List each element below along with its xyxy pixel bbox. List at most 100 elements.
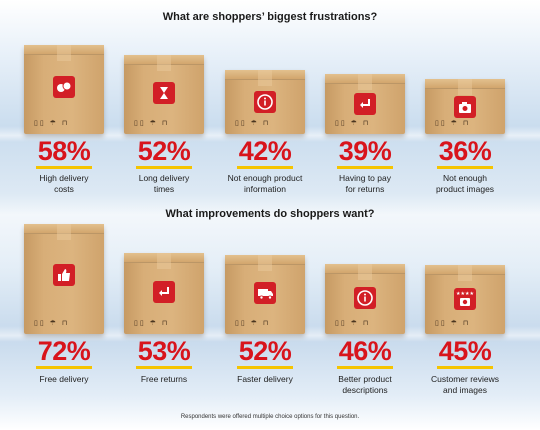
box-bar-5: ▯▯ ☂ ⊓ — [425, 79, 505, 134]
box-tape — [157, 55, 171, 71]
category-label-1: Free delivery — [16, 374, 112, 385]
value-label-1: 58% — [37, 136, 91, 166]
value-label-3: 52% — [238, 336, 292, 366]
category-label-line: information — [243, 184, 287, 194]
box-bar-4: ▯▯ ☂ ⊓ — [325, 74, 405, 134]
handling-marks-icon: ▯▯ ☂ ⊓ — [134, 320, 170, 327]
category-label-line: for returns — [345, 184, 385, 194]
handling-marks-icon: ▯▯ ☂ ⊓ — [34, 320, 70, 327]
category-label-line: Long delivery — [138, 173, 190, 183]
category-label-line: Faster delivery — [237, 374, 293, 384]
box-flap — [225, 255, 305, 265]
delivery-truck-icon — [254, 282, 276, 304]
handling-marks-icon: ▯▯ ☂ ⊓ — [134, 120, 170, 127]
box-tape — [358, 264, 372, 280]
handling-marks-icon: ▯▯ ☂ ⊓ — [335, 320, 371, 327]
footnote: Respondents were offered multiple choice… — [180, 414, 360, 420]
box-flap — [325, 74, 405, 84]
box-tape — [258, 70, 272, 86]
hourglass-icon — [153, 82, 175, 104]
box-tape — [57, 224, 71, 240]
handling-marks-icon: ▯▯ ☂ ⊓ — [435, 120, 471, 127]
box-flap — [225, 70, 305, 80]
category-label-2: Free returns — [116, 374, 212, 385]
category-label-line: Free delivery — [39, 374, 89, 384]
box-tape — [157, 253, 171, 269]
category-label-line: Not enough — [443, 173, 487, 183]
box-tape — [258, 255, 272, 271]
box-flap — [24, 45, 104, 55]
box-bar-2: ▯▯ ☂ ⊓ — [124, 55, 204, 134]
box-tape — [458, 265, 472, 281]
category-label-line: descriptions — [342, 385, 388, 395]
value-label-4: 39% — [338, 136, 392, 166]
box-flap — [425, 265, 505, 275]
category-label-4: Having to pay for returns — [317, 173, 413, 195]
handling-marks-icon: ▯▯ ☂ ⊓ — [235, 320, 271, 327]
value-underline — [237, 366, 293, 369]
value-underline — [36, 366, 92, 369]
handling-marks-icon: ▯▯ ☂ ⊓ — [435, 320, 471, 327]
value-underline — [36, 166, 92, 169]
box-bar-1: ▯▯ ☂ ⊓ — [24, 45, 104, 134]
value-label-3: 42% — [238, 136, 292, 166]
box-bar-1: ▯▯ ☂ ⊓ — [24, 224, 104, 334]
chart-1-title: What are shoppers’ biggest frustrations? — [162, 11, 378, 23]
camera-icon — [454, 96, 476, 118]
category-label-line: Free returns — [140, 374, 188, 384]
category-label-line: Not enough product — [227, 173, 303, 183]
category-label-5: Customer reviews and images — [417, 374, 513, 396]
box-flap — [124, 55, 204, 65]
category-label-line: costs — [54, 184, 74, 194]
value-underline — [337, 166, 393, 169]
box-tape — [458, 79, 472, 95]
box-flap — [124, 253, 204, 263]
box-bar-3: ▯▯ ☂ ⊓ — [225, 70, 305, 134]
box-bar-2: ▯▯ ☂ ⊓ — [124, 253, 204, 334]
handling-marks-icon: ▯▯ ☂ ⊓ — [235, 120, 271, 127]
category-label-1: High delivery costs — [16, 173, 112, 195]
box-bar-3: ▯▯ ☂ ⊓ — [225, 255, 305, 334]
stars-camera-icon: ★★★★ — [454, 288, 476, 310]
value-underline — [437, 366, 493, 369]
category-label-line: Customer reviews — [430, 374, 500, 384]
svg-text:★★★★: ★★★★ — [456, 291, 474, 297]
value-underline — [437, 166, 493, 169]
value-underline — [337, 366, 393, 369]
value-label-5: 36% — [438, 136, 492, 166]
coins-icon — [53, 76, 75, 98]
value-label-2: 52% — [137, 136, 191, 166]
category-label-5: Not enough product images — [417, 173, 513, 195]
box-flap — [325, 264, 405, 274]
handling-marks-icon: ▯▯ ☂ ⊓ — [335, 120, 371, 127]
category-label-3: Faster delivery — [217, 374, 313, 385]
category-label-line: product images — [435, 184, 495, 194]
value-underline — [136, 366, 192, 369]
category-label-line: Better product — [338, 374, 392, 384]
value-label-4: 46% — [338, 336, 392, 366]
chart-2-title: What improvements do shoppers want? — [165, 208, 375, 220]
category-label-line: Having to pay — [339, 173, 391, 183]
value-underline — [237, 166, 293, 169]
box-flap — [425, 79, 505, 89]
value-underline — [136, 166, 192, 169]
value-label-1: 72% — [37, 336, 91, 366]
box-bar-4: ▯▯ ☂ ⊓ — [325, 264, 405, 334]
return-arrow-icon — [354, 93, 376, 115]
box-tape — [57, 45, 71, 61]
category-label-line: High delivery — [39, 173, 89, 183]
category-label-3: Not enough product information — [217, 173, 313, 195]
category-label-2: Long delivery times — [116, 173, 212, 195]
thumbs-up-icon — [53, 264, 75, 286]
return-arrow-icon — [153, 281, 175, 303]
category-label-line: times — [153, 184, 175, 194]
info-icon — [354, 287, 376, 309]
info-icon — [254, 91, 276, 113]
value-label-5: 45% — [438, 336, 492, 366]
box-flap — [24, 224, 104, 234]
box-tape — [358, 74, 372, 90]
category-label-line: and images — [443, 385, 487, 395]
category-label-4: Better product descriptions — [317, 374, 413, 396]
handling-marks-icon: ▯▯ ☂ ⊓ — [34, 120, 70, 127]
value-label-2: 53% — [137, 336, 191, 366]
